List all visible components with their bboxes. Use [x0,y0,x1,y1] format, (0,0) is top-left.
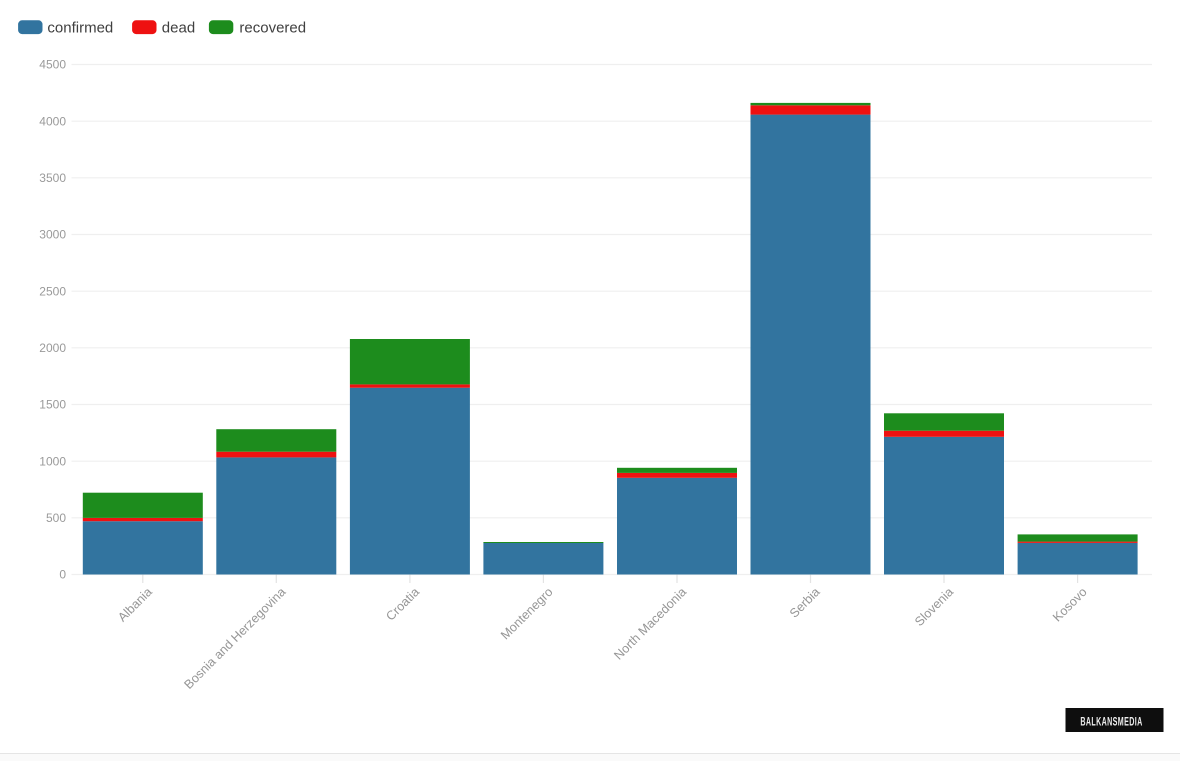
svg-text:dead: dead [162,20,195,37]
svg-text:1000: 1000 [39,454,66,468]
svg-text:500: 500 [46,511,66,525]
svg-text:2500: 2500 [39,284,66,298]
svg-text:3500: 3500 [39,171,66,185]
svg-text:0: 0 [59,568,66,582]
svg-text:1500: 1500 [39,398,66,412]
svg-text:recovered: recovered [239,20,306,37]
svg-text:confirmed: confirmed [47,20,113,37]
svg-text:2000: 2000 [39,341,66,355]
svg-text:3000: 3000 [39,228,66,242]
svg-text:BALKANSMEDIA: BALKANSMEDIA [1080,716,1142,729]
svg-text:4000: 4000 [39,114,66,128]
svg-text:4500: 4500 [39,58,66,72]
